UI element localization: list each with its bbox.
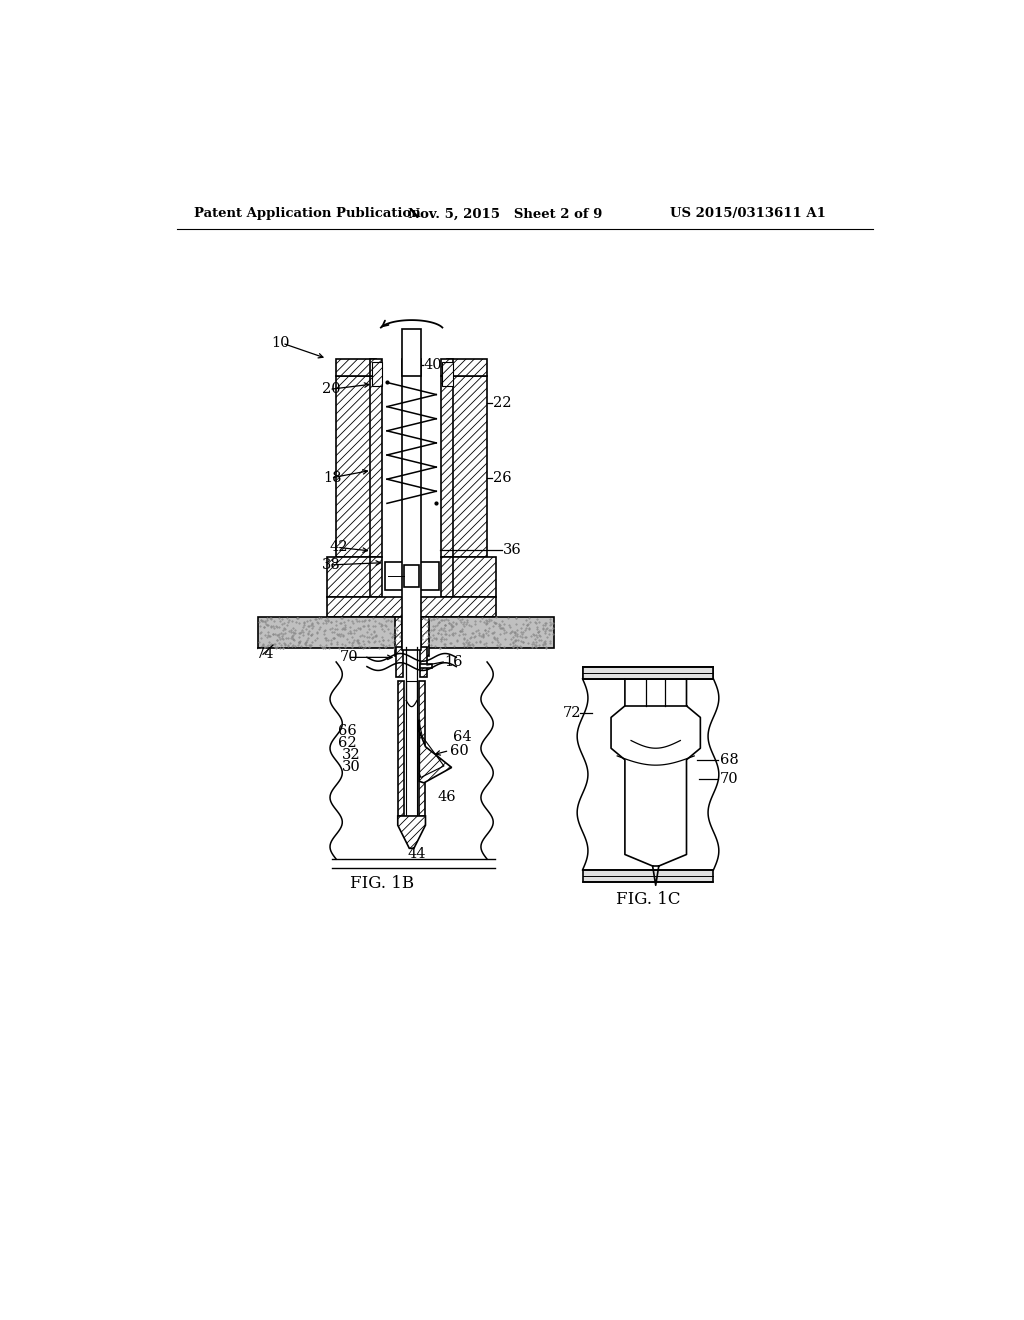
Text: 30: 30 (342, 760, 361, 775)
Text: 20: 20 (322, 383, 340, 396)
Text: 74: 74 (255, 647, 273, 661)
Bar (327, 597, 497, 618)
Bar (447, 557, 497, 597)
Bar (403, 565, 419, 586)
Bar (419, 681, 425, 816)
Bar (336, 359, 376, 376)
Text: 18: 18 (323, 471, 342, 484)
Bar (394, 618, 402, 656)
Text: 46: 46 (437, 789, 456, 804)
Text: FIG. 1C: FIG. 1C (615, 891, 680, 908)
Polygon shape (419, 719, 452, 783)
Text: 68: 68 (720, 752, 738, 767)
Text: 10: 10 (271, 337, 290, 350)
Bar (258, 618, 554, 648)
Bar (370, 557, 382, 597)
Bar (396, 647, 403, 677)
Bar (402, 330, 421, 376)
Polygon shape (397, 816, 425, 849)
Text: 38: 38 (322, 558, 340, 572)
Bar (421, 618, 429, 656)
Bar (370, 376, 382, 557)
Bar (370, 359, 382, 376)
Bar (447, 359, 487, 376)
Bar (327, 557, 376, 597)
Bar (420, 647, 427, 677)
Text: 16: 16 (444, 655, 463, 669)
Bar (583, 870, 714, 882)
Text: 22: 22 (494, 396, 512, 411)
Text: 70: 70 (340, 651, 358, 664)
Bar (385, 562, 438, 590)
Bar (407, 681, 417, 816)
Text: 40: 40 (424, 358, 442, 372)
Text: 26: 26 (494, 471, 512, 484)
Text: Nov. 5, 2015   Sheet 2 of 9: Nov. 5, 2015 Sheet 2 of 9 (408, 207, 602, 220)
Text: Patent Application Publication: Patent Application Publication (194, 207, 421, 220)
Text: 36: 36 (503, 543, 521, 557)
Text: 62: 62 (339, 735, 357, 750)
Bar (447, 376, 487, 557)
Bar (442, 363, 454, 385)
Text: US 2015/0313611 A1: US 2015/0313611 A1 (670, 207, 825, 220)
Bar (583, 667, 714, 678)
Bar (372, 363, 382, 385)
Text: 42: 42 (330, 540, 348, 554)
Text: 64: 64 (454, 730, 472, 743)
Bar (336, 376, 376, 557)
Bar (441, 557, 454, 597)
Text: FIG. 1B: FIG. 1B (349, 875, 414, 892)
Bar (397, 681, 403, 816)
Bar (583, 667, 714, 678)
Text: 60: 60 (451, 743, 469, 758)
Bar (441, 376, 454, 557)
Text: 70: 70 (720, 772, 738, 785)
Text: 72: 72 (562, 706, 581, 719)
Bar (420, 664, 432, 668)
Text: 66: 66 (339, 723, 357, 738)
Text: 44: 44 (408, 847, 426, 862)
Text: 32: 32 (342, 748, 360, 762)
Bar (402, 359, 421, 649)
Bar (441, 359, 454, 376)
